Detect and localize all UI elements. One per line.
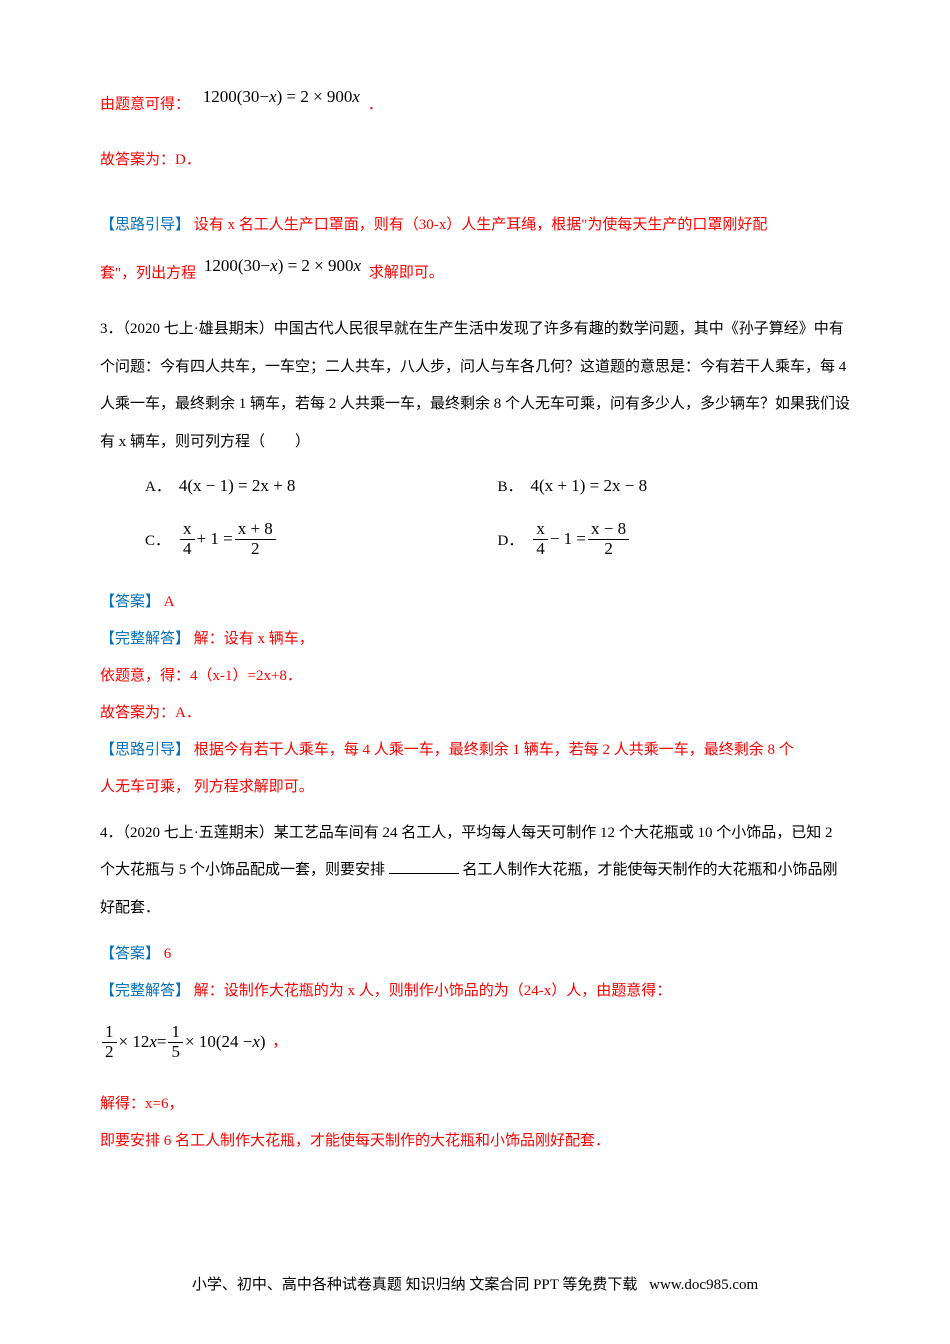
q3-full-a: 【完整解答】 解：设有 x 辆车， <box>100 626 850 653</box>
q3-guide-a: 【思路引导】 根据今有若干人乘车，每 4 人乘一车，最终剩余 1 辆车，若每 2… <box>100 737 850 764</box>
sec1-guide-text-b1: 套"，列出方程 <box>100 265 196 281</box>
sec1-guide-text-a: 设有 x 名工人生产口罩面，则有（30-x）人生产耳绳，根据"为使每天生产的口罩… <box>194 217 768 233</box>
q3-options-row1: A． 4(x − 1) = 2x + 8 B． 4(x + 1) = 2x − … <box>100 475 850 496</box>
sec1-prefix-line: 由题意可得： 1200(30 − x ) = 2 × 900 x ． <box>100 90 850 121</box>
q3-full-b: 依题意，得：4（x-1）=2x+8． <box>100 663 850 690</box>
q3-options-row2: C． x 4 + 1 = x + 8 2 D． x 4 − 1 = x − 8 … <box>100 520 850 558</box>
sec1-guide-label: 【思路引导】 <box>100 217 190 233</box>
q4-answer: 【答案】 6 <box>100 941 850 968</box>
sec1-guide-line1: 【思路引导】 设有 x 名工人生产口罩面，则有（30-x）人生产耳绳，根据"为使… <box>100 212 850 239</box>
sec1-guide-formula: 1200(30 − x ) = 2 × 900 x <box>204 251 361 282</box>
q3-guide-b: 人无车可乘， 列方程求解即可。 <box>100 774 850 801</box>
sec1-answer: 故答案为：D． <box>100 147 850 174</box>
sec1-formula: 1200(30 − x ) = 2 × 900 x <box>203 82 360 113</box>
sec1-prefix: 由题意可得： <box>100 97 190 113</box>
q4-equation: 1 2 × 12 x = 1 5 × 10(24 − x ) ， <box>100 1023 850 1061</box>
q3-answer: 【答案】 A <box>100 589 850 616</box>
q3-option-c: C． x 4 + 1 = x + 8 2 <box>145 520 498 558</box>
footer-url: www.doc985.com <box>649 1277 758 1293</box>
q3-stem: 3．（2020 七上·雄县期末）中国古代人民很早就在生产生活中发现了许多有趣的数… <box>100 311 850 461</box>
sec1-guide-text-b2: 求解即可。 <box>369 265 444 281</box>
q3-full-c: 故答案为：A． <box>100 700 850 727</box>
q4-full-b: 解得：x=6， <box>100 1091 850 1118</box>
q4-stem: 4．（2020 七上·五莲期末）某工艺品车间有 24 名工人，平均每人每天可制作… <box>100 815 850 928</box>
q4-full-a: 【完整解答】 解：设制作大花瓶的为 x 人，则制作小饰品的为（24-x）人，由题… <box>100 978 850 1005</box>
q3-option-a: A． 4(x − 1) = 2x + 8 <box>145 475 498 496</box>
sec1-guide-line2: 套"，列出方程 1200(30 − x ) = 2 × 900 x 求解即可。 <box>100 259 850 290</box>
page-footer: 小学、初中、高中各种试卷真题 知识归纳 文案合同 PPT 等免费下载 www.d… <box>0 1273 950 1294</box>
q4-full-c: 即要安排 6 名工人制作大花瓶，才能使每天制作的大花瓶和小饰品刚好配套． <box>100 1128 850 1155</box>
q3-option-b: B． 4(x + 1) = 2x − 8 <box>498 475 851 496</box>
q3-option-d: D． x 4 − 1 = x − 8 2 <box>498 520 851 558</box>
sec1-dot: ． <box>368 97 383 113</box>
q4-blank <box>389 859 459 874</box>
